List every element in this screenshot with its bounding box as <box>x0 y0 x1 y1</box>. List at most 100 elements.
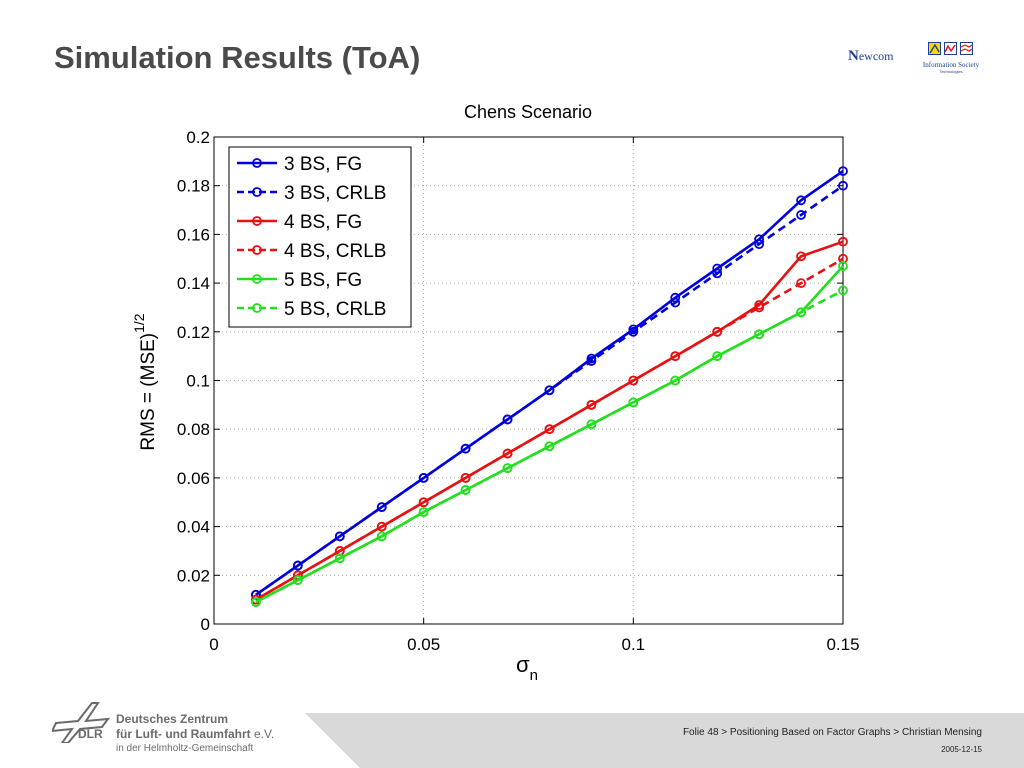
legend-marker <box>252 274 262 284</box>
series-3-bs-crlb <box>251 180 848 600</box>
y-tick-label: 0 <box>201 615 210 634</box>
x-tick-label: 0.15 <box>826 635 859 654</box>
dlr-name-line1: Deutsches Zentrum <box>116 712 229 726</box>
data-point <box>292 560 303 571</box>
data-point <box>376 521 387 532</box>
data-point <box>376 502 387 513</box>
data-point <box>838 261 848 271</box>
partner-logos: Newcom Information Society Technologies <box>848 42 988 82</box>
data-point <box>586 356 597 366</box>
data-point <box>712 326 723 337</box>
series-line <box>255 289 844 604</box>
data-point <box>796 210 806 220</box>
data-point <box>460 443 471 454</box>
footer-date: 2005-12-15 <box>941 745 982 754</box>
page-title: Simulation Results (ToA) <box>54 40 421 75</box>
dlr-wordmark: DLR <box>78 727 103 741</box>
data-point <box>628 326 639 337</box>
data-point <box>796 278 806 289</box>
y-tick-label: 0.14 <box>177 274 210 293</box>
x-axis-label-subscript: n <box>530 667 538 684</box>
legend-label: 4 BS, FG <box>284 212 362 233</box>
data-point <box>460 472 471 483</box>
data-point <box>586 419 597 430</box>
y-tick-label: 0.18 <box>177 177 210 196</box>
ist-logo-subtext: Technologies <box>939 69 963 74</box>
data-point <box>334 531 345 542</box>
legend-marker <box>252 303 262 313</box>
data-point <box>670 351 681 362</box>
data-point <box>460 485 471 495</box>
dlr-name-line2: für Luft- und Raumfahrt e.V. <box>116 727 274 741</box>
ist-logo-text: Information Society <box>922 61 980 69</box>
legend-label: 5 BS, CRLB <box>284 299 386 320</box>
data-point <box>712 351 723 362</box>
data-point <box>376 531 387 542</box>
series-lines <box>251 166 848 607</box>
data-point <box>544 424 555 435</box>
x-tick-label: 0 <box>209 635 218 654</box>
legend-label: 5 BS, FG <box>284 270 362 291</box>
x-tick-label: 0.1 <box>622 635 646 654</box>
x-axis-label: σn <box>516 652 538 684</box>
y-tick-label: 0.12 <box>177 323 210 342</box>
dlr-name-line2-ev: e.V. <box>250 727 275 741</box>
data-point <box>586 399 597 410</box>
data-point <box>502 448 513 459</box>
data-point <box>502 414 513 425</box>
legend-label: 3 BS, CRLB <box>284 183 386 204</box>
y-axis-label: RMS = (MSE)1/2 <box>131 313 159 450</box>
axis-ticks: 0 0.02 0.04 0.06 0.08 0.1 0.12 0.14 0.16 0.18 0.2 0… <box>177 128 860 654</box>
data-point <box>838 180 848 191</box>
footer-band <box>305 713 1024 768</box>
series-5-bs-crlb <box>251 285 848 607</box>
data-point <box>334 553 345 564</box>
legend-marker <box>252 158 262 168</box>
y-axis-label-text: RMS = (MSE) <box>138 333 159 451</box>
dlr-logo: DLR Deutsches Zentrum für Luft- und Raum… <box>52 697 282 757</box>
x-axis-label-symbol: σ <box>516 652 530 677</box>
y-tick-label: 0.08 <box>177 420 210 439</box>
y-tick-label: 0.16 <box>177 225 210 244</box>
data-point <box>796 251 806 262</box>
newcom-logo: Newcom <box>848 48 894 65</box>
data-point <box>754 302 765 313</box>
data-point <box>796 307 806 318</box>
data-point <box>712 268 723 279</box>
legend-marker <box>252 187 262 197</box>
dlr-name-line2-text: für Luft- und Raumfahrt <box>116 727 251 741</box>
legend: 3 BS, FG 3 BS, CRLB 4 BS, FG 4 BS, CRLB 5 BS… <box>228 146 412 328</box>
series-line <box>255 257 844 601</box>
y-tick-label: 0.1 <box>186 372 210 391</box>
data-point <box>838 285 848 296</box>
y-tick-label: 0.2 <box>186 128 210 147</box>
y-tick-label: 0.04 <box>177 518 210 537</box>
data-point <box>838 166 848 176</box>
footer-slide-info: Folie 48 > Positioning Based on Factor G… <box>682 727 982 738</box>
data-point <box>544 441 555 452</box>
legend-marker <box>252 216 262 226</box>
dlr-name-line3: in der Helmholtz-Gemeinschaft <box>116 743 254 754</box>
data-point <box>754 239 765 250</box>
y-axis-label-superscript: 1/2 <box>131 313 147 333</box>
legend-marker <box>252 245 262 255</box>
data-point <box>544 385 555 396</box>
y-tick-label: 0.06 <box>177 469 210 488</box>
data-point <box>251 597 261 607</box>
data-point <box>502 463 513 474</box>
ist-logo: Information Society Technologies <box>918 42 984 74</box>
data-point <box>796 195 806 206</box>
data-point <box>628 397 639 408</box>
data-point <box>670 375 681 386</box>
chart-title: Chens Scenario <box>464 102 592 122</box>
y-tick-label: 0.02 <box>177 566 210 585</box>
ist-logo-icon <box>928 42 974 56</box>
data-point <box>292 575 303 586</box>
series-line <box>255 184 844 596</box>
data-point <box>838 236 848 247</box>
data-point <box>418 472 429 483</box>
newcom-logo-initial: N <box>848 48 859 64</box>
data-point <box>754 329 765 340</box>
legend-label: 4 BS, CRLB <box>284 241 386 262</box>
dlr-emblem-icon <box>52 702 111 743</box>
